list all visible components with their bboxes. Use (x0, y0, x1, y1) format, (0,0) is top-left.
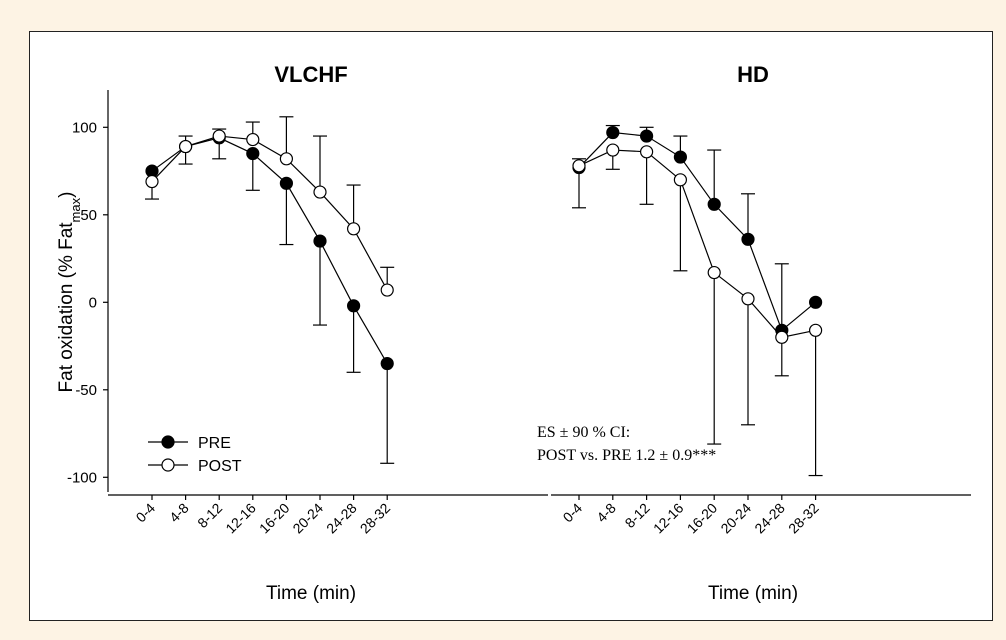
hd-x-tick-label: 8-12 (622, 500, 653, 531)
vlchf-x-tick-label: 24-28 (323, 500, 360, 537)
es-annotation-line2: POST vs. PRE 1.2 ± 0.9*** (537, 447, 716, 464)
y-axis-label: Fat oxidation (% Fatmax) (56, 192, 83, 393)
vlchf-post-point (246, 132, 260, 147)
vlchf-post-point (179, 139, 193, 154)
vlchf-x-tick-label: 0-4 (132, 500, 158, 526)
vlchf-pre-point (246, 146, 260, 161)
hd-pre-point (707, 197, 721, 211)
vlchf-pre-point (279, 176, 293, 190)
y-tick-label: 50 (80, 207, 97, 224)
hd-pre-point (606, 125, 620, 140)
hd-post-point (673, 173, 688, 187)
hd-pre-point (741, 232, 755, 246)
vlchf-x-tick-label: 28-32 (357, 500, 394, 537)
legend-marker-post (161, 458, 175, 472)
hd-post-point (639, 145, 654, 159)
es-annotation-line1: ES ± 90 % CI: (537, 424, 630, 441)
vlchf-pre-point (347, 299, 361, 313)
vlchf-x-tick-label: 8-12 (194, 500, 225, 531)
vlchf-pre-line (151, 137, 388, 364)
hd-x-tick-label: 28-32 (785, 500, 822, 537)
hd-pre-point (673, 150, 688, 164)
hd-x-tick-label: 16-20 (684, 500, 721, 537)
vlchf-x-tick-label: 16-20 (256, 500, 293, 537)
hd-title: HD (737, 62, 769, 87)
y-tick-label: 100 (72, 119, 97, 136)
y-tick-label: -100 (67, 469, 97, 486)
vlchf-title: VLCHF (274, 62, 347, 87)
hd-x-tick-label: 20-24 (717, 500, 754, 537)
vlchf-pre-point (380, 356, 394, 371)
hd-post-point (741, 292, 755, 306)
hd-pre-point (639, 129, 654, 143)
vlchf-post-line (151, 135, 388, 291)
y-tick-label: 0 (89, 294, 97, 311)
hd-post-point (606, 143, 620, 157)
figure-frame: 100 50 0 -50 -100 Fat oxidation (% Fatmax) VLC… (29, 31, 993, 621)
hd-x-tick-label: 4-8 (593, 500, 619, 526)
hd-post-point (808, 323, 823, 337)
vlchf-post-point (347, 222, 361, 236)
vlchf-post-point (212, 129, 226, 143)
hd-pre-point (808, 295, 823, 309)
vlchf-x-tick-label: 4-8 (166, 500, 192, 526)
vlchf-post-point (279, 152, 293, 166)
hd-post-point (775, 330, 789, 344)
vlchf-post-point (145, 174, 159, 189)
legend-label-post: POST (198, 458, 242, 475)
hd-x-tick-label: 24-28 (751, 500, 788, 537)
hd-post-line (578, 149, 816, 338)
vlchf-pre-point (313, 234, 327, 248)
hd-post-point (707, 265, 721, 280)
chart: 100 50 0 -50 -100 Fat oxidation (% Fatmax) VLC… (56, 62, 971, 604)
y-tick-label: -50 (75, 382, 97, 399)
vlchf-x-axis-label: Time (min) (266, 583, 356, 604)
hd-post-point (572, 159, 586, 173)
hd-x-axis-label: Time (min) (708, 583, 798, 604)
hd-x-tick-label: 0-4 (559, 500, 585, 526)
vlchf-post-point (313, 185, 327, 199)
legend-marker-pre (161, 435, 175, 449)
vlchf-post-point (380, 283, 394, 297)
legend-label-pre: PRE (198, 435, 231, 452)
vlchf-x-tick-label: 20-24 (289, 500, 326, 537)
hd-pre-line (578, 131, 816, 332)
hd-x-tick-label: 12-16 (650, 500, 687, 537)
vlchf-x-tick-label: 12-16 (222, 500, 259, 537)
